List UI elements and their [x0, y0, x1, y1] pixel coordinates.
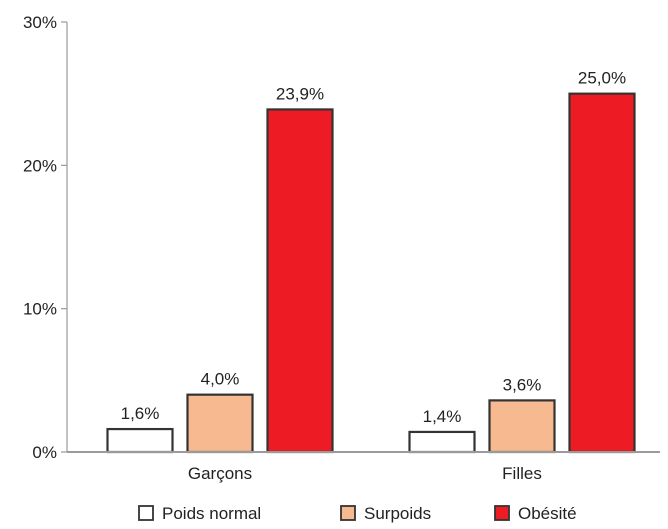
y-tick-label: 10% — [23, 300, 57, 319]
bar — [266, 108, 334, 454]
bar — [106, 427, 174, 454]
y-tick-label: 0% — [32, 443, 57, 462]
bar — [568, 92, 636, 454]
legend-swatch — [138, 505, 154, 521]
x-tick-label: Garçons — [188, 464, 252, 483]
bar — [488, 399, 556, 454]
bar — [186, 393, 254, 454]
y-tick-label: 20% — [23, 156, 57, 175]
data-label: 4,0% — [201, 370, 240, 389]
legend-swatch — [340, 505, 356, 521]
y-tick-label: 30% — [23, 13, 57, 32]
data-label: 1,6% — [121, 404, 160, 423]
data-label: 25,0% — [578, 69, 626, 88]
x-tick-label: Filles — [502, 464, 542, 483]
data-label: 1,4% — [423, 407, 462, 426]
bar — [408, 430, 476, 454]
legend-swatch — [494, 505, 510, 521]
data-label: 23,9% — [276, 84, 324, 103]
legend-label: Poids normal — [162, 504, 261, 523]
legend-label: Surpoids — [364, 504, 431, 523]
legend-label: Obésité — [518, 504, 577, 523]
data-label: 3,6% — [503, 375, 542, 394]
